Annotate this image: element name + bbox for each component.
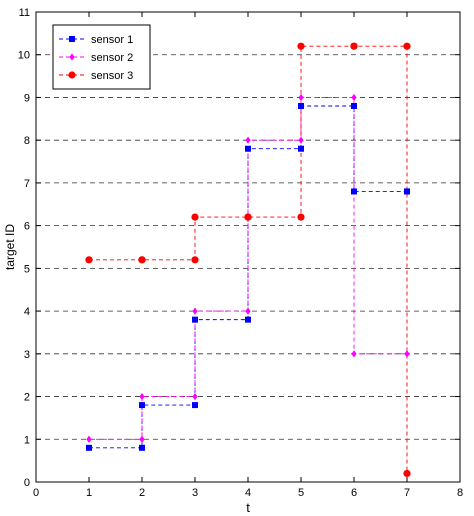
y-tick-label: 6 <box>24 221 30 233</box>
legend-label-2: sensor 2 <box>91 52 133 64</box>
series-lines <box>89 45 408 474</box>
data-point-2 <box>351 93 357 102</box>
data-point-1 <box>298 103 304 109</box>
y-tick-label: 4 <box>24 306 30 318</box>
data-point-1 <box>351 188 357 195</box>
y-tick-label: 3 <box>24 349 30 361</box>
legend-marker-1 <box>69 36 75 42</box>
y-tick-label: 7 <box>24 178 30 190</box>
data-point-1 <box>351 103 357 109</box>
x-tick-label: 4 <box>245 487 251 499</box>
legend-marker-3 <box>68 71 76 79</box>
x-tick-label: 1 <box>86 487 92 499</box>
y-tick-label: 2 <box>24 392 30 404</box>
x-tick-label: 5 <box>298 487 304 499</box>
y-tick-label: 8 <box>24 135 30 147</box>
data-point-3 <box>191 213 199 221</box>
data-point-3 <box>297 42 305 50</box>
data-point-3 <box>350 42 358 50</box>
y-axis-label: target ID <box>3 224 17 270</box>
data-point-1 <box>139 444 145 451</box>
series-line-2 <box>89 97 407 440</box>
x-tick-label: 7 <box>404 487 410 499</box>
data-point-2 <box>192 307 198 315</box>
x-tick-label: 6 <box>351 487 357 499</box>
data-point-2 <box>351 350 357 358</box>
data-point-3 <box>403 42 411 50</box>
data-point-2 <box>245 136 251 144</box>
x-axis-label: t <box>246 500 250 515</box>
legend-label-1: sensor 1 <box>91 34 133 46</box>
series-markers <box>85 42 411 478</box>
series-line-3 <box>89 45 408 474</box>
data-point-3 <box>191 256 199 264</box>
data-point-1 <box>245 145 251 152</box>
x-tick-label: 3 <box>192 487 198 499</box>
x-tick-label: 8 <box>457 487 463 499</box>
data-point-2 <box>139 435 145 443</box>
y-tick-label: 0 <box>24 477 30 489</box>
data-point-1 <box>404 188 410 195</box>
axis-ticks: 0 1 2 3 4 5 6 7 8 0 1 2 3 4 5 6 7 8 9 10 11 <box>18 7 463 499</box>
data-point-1 <box>86 444 92 451</box>
data-point-2 <box>192 392 198 401</box>
data-point-1 <box>298 145 304 152</box>
legend-marker-2 <box>69 53 75 61</box>
data-point-3 <box>138 256 146 264</box>
y-tick-label: 11 <box>19 7 30 19</box>
data-point-1 <box>192 402 198 409</box>
data-point-1 <box>245 316 251 323</box>
data-point-2 <box>245 307 251 315</box>
data-point-3 <box>244 213 252 221</box>
legend-label-3: sensor 3 <box>91 70 133 82</box>
data-point-1 <box>192 316 198 323</box>
x-tick-label: 2 <box>139 487 145 499</box>
y-tick-label: 5 <box>24 263 30 275</box>
x-tick-label: 0 <box>33 487 39 499</box>
data-point-2 <box>298 93 304 102</box>
data-point-2 <box>86 435 92 443</box>
data-point-1 <box>139 402 145 409</box>
data-point-3 <box>403 469 411 478</box>
y-tick-label: 1 <box>24 434 30 446</box>
data-point-2 <box>298 136 304 144</box>
data-point-3 <box>85 256 93 264</box>
legend: sensor 1 sensor 2 sensor 3 <box>52 24 151 90</box>
y-tick-label: 9 <box>24 92 30 104</box>
data-point-2 <box>139 392 145 401</box>
data-point-3 <box>297 213 305 221</box>
y-tick-label: 10 <box>18 50 30 62</box>
data-point-2 <box>404 350 410 358</box>
